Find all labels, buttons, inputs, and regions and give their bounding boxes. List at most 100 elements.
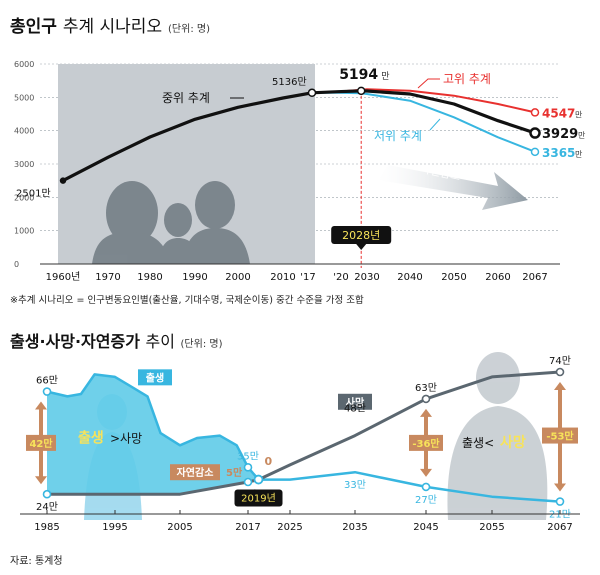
diff-arrow-2045-head-bottom [420, 468, 432, 477]
elderly-silhouette [447, 352, 548, 520]
label-end-high: 4547 [542, 106, 575, 120]
births-series-tag-bg [138, 369, 172, 386]
unit-end-mid: 만 [578, 131, 586, 140]
crossing-2019-point [253, 474, 264, 485]
x-tick-label: '17 [300, 272, 315, 283]
x-tick-label: 1960년 [46, 271, 81, 283]
natural-decrease-badge-bg [170, 464, 220, 481]
x-tick-label: 2060 [485, 272, 510, 283]
label-zero: 0 [265, 455, 273, 468]
year-badge-2019 [234, 489, 283, 507]
natural-decrease-badge: 자연감소 [177, 466, 214, 479]
x-tick-label: 2017 [235, 522, 260, 533]
x-tick-label: 2050 [441, 272, 466, 283]
label-diff-2017: 5만 [226, 466, 243, 479]
x-tick-label: 2067 [522, 272, 547, 283]
x-tick-label: 2055 [479, 522, 504, 533]
x-tick-label: '20 [333, 272, 348, 283]
bottom-title-bold: 출생·사망·자연증가 [10, 332, 140, 351]
x-tick-label: 2010 [270, 272, 295, 283]
label-diff-2067-bg [542, 427, 578, 444]
label-deaths-2045: 63만 [415, 382, 437, 394]
label-deaths-2035: 48만 [344, 403, 366, 415]
end-mid-point [529, 127, 541, 139]
label-end-mid: 3929 [542, 127, 578, 142]
births-2045-point [421, 482, 431, 492]
label-diff-1985-bg [26, 434, 56, 451]
high-leader [417, 78, 440, 89]
y-tick-label: 6000 [14, 60, 34, 69]
peak-year-badge [331, 226, 392, 244]
peak-point [356, 86, 366, 96]
x-tick-label: 1995 [102, 522, 127, 533]
label-births-1985: 66만 [36, 375, 58, 387]
x-tick-label: 2000 [225, 272, 250, 283]
label-diff-2067: -53만 [546, 430, 574, 443]
series-name-high: 고위 추계 [443, 72, 491, 86]
natural-decrease-arrow [378, 165, 528, 210]
compare-early-left: 출생 [78, 429, 104, 446]
deaths-series-tag-bg [338, 393, 372, 410]
label-births-2067: 21만 [549, 509, 571, 521]
x-tick-label: 2005 [167, 522, 192, 533]
end-low-point [530, 147, 540, 157]
point-2017 [307, 88, 317, 98]
compare-early-right: >사망 [110, 431, 142, 445]
x-tick-label: 1970 [95, 272, 120, 283]
x-tick-label: 2045 [413, 522, 438, 533]
unit-end-high: 만 [575, 110, 583, 119]
births-deaths-chart: 66만24만42만출생출생>사망35만29만자연감소5만02019년사망48만3… [20, 352, 580, 533]
x-tick-label: 2035 [342, 522, 367, 533]
top-title-light: 추계 시나리오 [62, 17, 163, 37]
y-tick-label: 2000 [14, 193, 34, 202]
label-diff-2045-bg [409, 434, 443, 451]
label-end-low: 3365 [542, 146, 575, 160]
label-peak: 5194 [339, 67, 378, 83]
y-tick-label: 0 [14, 260, 19, 269]
x-tick-label: 2040 [397, 272, 422, 283]
unit-end-low: 만 [575, 150, 583, 159]
births-2017-point [243, 463, 253, 472]
end-high-point [530, 108, 540, 117]
births-2067-point [555, 497, 565, 506]
source-note: 자료: 통계청 [10, 556, 63, 567]
peak-year-badge-pointer [356, 244, 367, 250]
y-tick-label: 3000 [14, 160, 34, 169]
peak-year-badge-text: 2028년 [342, 229, 380, 242]
y-tick-label: 5000 [14, 93, 34, 102]
diff-arrow-2067-head-top [554, 382, 566, 390]
diff-arrow-2045-head-top [420, 408, 432, 417]
compare-late-left: 출생< [462, 436, 494, 450]
label-1960: 2501만 [16, 188, 51, 200]
year-badge-2019-text: 2019년 [241, 493, 276, 505]
deaths-1985-point [42, 489, 52, 499]
diff-arrow-2067-head-bottom [554, 483, 566, 492]
top-title-bold: 총인구 [10, 17, 57, 37]
bottom-unit: (단위: 명) [180, 339, 223, 350]
top-unit: (단위: 명) [168, 24, 210, 35]
label-births-2035: 33만 [344, 479, 366, 491]
series-name-mid: 중위 추계 [162, 91, 210, 105]
x-tick-label: 2030 [354, 272, 379, 283]
label-diff-1985: 42만 [29, 437, 53, 450]
y-tick-label: 4000 [14, 127, 34, 136]
series-name-low: 저위 추계 [374, 129, 422, 143]
label-2017: 5136만 [272, 76, 307, 88]
x-tick-label: 2025 [277, 522, 302, 533]
x-tick-label: 1985 [34, 522, 59, 533]
start-point [59, 177, 67, 184]
series-line [62, 89, 536, 183]
scenario-note: ※추계 시나리오 = 인구변동요인별(출산율, 기대수명, 국제순이동) 중간 … [10, 295, 364, 306]
x-tick-label: 2067 [547, 522, 572, 533]
births-1985-point [42, 387, 52, 396]
deaths-2045-point [421, 394, 431, 404]
diff-arrow-1985-head-top [35, 401, 47, 410]
low-leader [429, 118, 441, 131]
deaths-2017-point [243, 477, 253, 487]
label-diff-2045: -36만 [412, 437, 440, 450]
x-tick-label: 1990 [182, 272, 207, 283]
bottom-chart-title: 출생·사망·자연증가 추이 (단위: 명) [10, 328, 222, 352]
diff-arrow-1985-head-bottom [35, 476, 47, 485]
